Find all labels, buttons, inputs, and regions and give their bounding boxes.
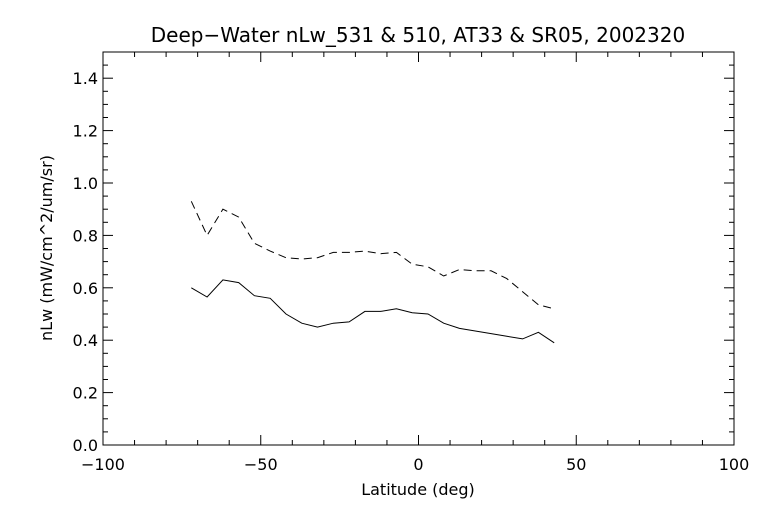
y-tick-label: 0.4 — [73, 331, 98, 350]
plot-frame — [102, 51, 735, 446]
x-tick-label: −100 — [81, 455, 125, 474]
y-tick-label: 1.4 — [73, 69, 98, 88]
y-tick-label: 0.8 — [73, 226, 98, 245]
chart-title: Deep−Water nLw_531 & 510, AT33 & SR05, 2… — [151, 23, 685, 47]
series-line-dashed — [190, 201, 555, 310]
y-tick-label: 1.2 — [73, 122, 98, 141]
series-line-solid — [191, 279, 555, 344]
x-axis-label: Latitude (deg) — [361, 480, 475, 499]
data-series — [190, 201, 555, 344]
x-tick-label: 0 — [413, 455, 423, 474]
y-tick-label: 0.2 — [73, 384, 98, 403]
x-tick-label: −50 — [244, 455, 278, 474]
axis-tick-labels: −100 −50 0 50 100 0.0 0.2 0.4 0.6 0.8 1.0 1.2 1.4 — [73, 69, 750, 474]
axis-ticks — [102, 51, 735, 446]
x-tick-label: 100 — [719, 455, 750, 474]
y-tick-label: 1.0 — [73, 174, 98, 193]
y-tick-label: 0.0 — [73, 436, 98, 455]
x-tick-label: 50 — [566, 455, 586, 474]
y-tick-label: 0.6 — [73, 279, 98, 298]
y-axis-label: nLw (mW/cm^2/um/sr) — [37, 155, 56, 341]
